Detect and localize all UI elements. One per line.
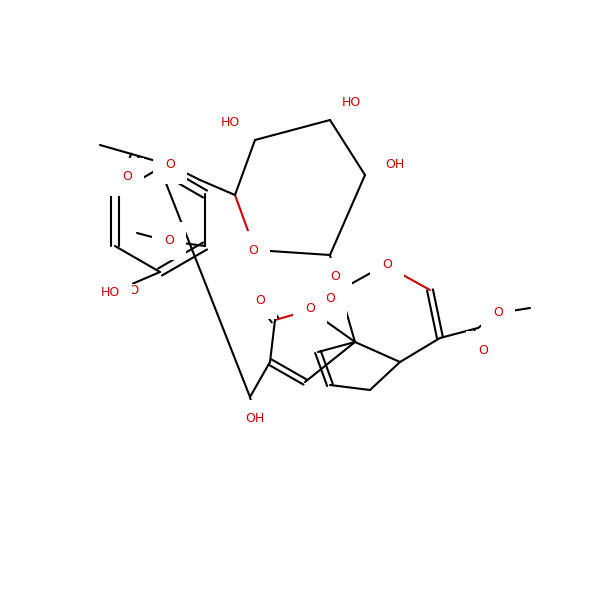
Text: O: O xyxy=(165,158,175,172)
Text: HO: HO xyxy=(121,283,140,296)
Text: O: O xyxy=(478,343,488,356)
Text: O: O xyxy=(382,259,392,271)
Text: OH: OH xyxy=(245,413,265,425)
Text: HO: HO xyxy=(221,115,240,128)
Text: O: O xyxy=(248,244,258,257)
Text: O: O xyxy=(122,170,132,184)
Text: O: O xyxy=(330,271,340,283)
Text: O: O xyxy=(255,293,265,307)
Text: O: O xyxy=(493,307,503,319)
Text: OH: OH xyxy=(385,158,404,172)
Text: O: O xyxy=(164,235,174,247)
Text: O: O xyxy=(325,292,335,305)
Text: O: O xyxy=(305,301,315,314)
Text: HO: HO xyxy=(100,286,119,298)
Text: HO: HO xyxy=(342,95,361,109)
